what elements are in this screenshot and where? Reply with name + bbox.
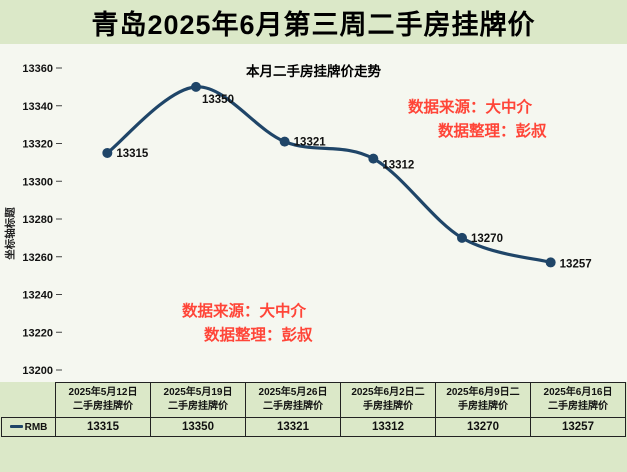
watermark-top-right: 数据来源：大中介 数据整理：彭叔 xyxy=(408,96,547,144)
chart-area: 本月二手房挂牌价走势 坐标轴标题 13200 13220 13240 13260 132… xyxy=(0,44,627,382)
svg-text:13300: 13300 xyxy=(22,176,53,188)
chart-title: 本月二手房挂牌价走势 xyxy=(246,64,381,79)
table-header-cell: 2025年6月16日 二手房挂牌价 xyxy=(530,382,626,418)
svg-text:13360: 13360 xyxy=(22,63,53,75)
data-table: 2025年5月12日 二手房挂牌价 2025年5月19日 二手房挂牌价 2025年5… xyxy=(1,382,626,437)
table-value-cell: 13312 xyxy=(340,417,436,437)
table-header-cell: 2025年5月19日 二手房挂牌价 xyxy=(150,382,246,418)
table-header-cell: 2025年5月26日 二手房挂牌价 xyxy=(245,382,341,418)
svg-text:13350: 13350 xyxy=(202,94,234,106)
svg-text:13270: 13270 xyxy=(471,233,503,245)
table-header-cell: 2025年6月2日二 手房挂牌价 xyxy=(340,382,436,418)
table-header-row: 2025年5月12日 二手房挂牌价 2025年5月19日 二手房挂牌价 2025年5… xyxy=(2,382,626,418)
svg-text:13200: 13200 xyxy=(22,365,53,377)
svg-text:13280: 13280 xyxy=(22,214,53,226)
svg-text:13240: 13240 xyxy=(22,290,53,302)
svg-text:13312: 13312 xyxy=(382,160,414,172)
table-value-cell: 13315 xyxy=(55,417,151,437)
line-chart: 13200 13220 13240 13260 13280 13300 13320 13340… xyxy=(22,63,592,377)
svg-text:13320: 13320 xyxy=(22,139,53,151)
svg-text:13260: 13260 xyxy=(22,252,53,264)
watermark-line: 数据来源：大中介 xyxy=(408,99,533,116)
watermark-bottom-center: 数据来源：大中介 数据整理：彭叔 xyxy=(182,300,313,348)
svg-text:13220: 13220 xyxy=(22,327,53,339)
table-value-cell: 13270 xyxy=(435,417,531,437)
svg-text:13315: 13315 xyxy=(116,148,149,160)
table-value-cell: 13321 xyxy=(245,417,341,437)
table-header-cell: 2025年5月12日 二手房挂牌价 xyxy=(55,382,151,418)
watermark-line: 数据来源：大中介 xyxy=(182,303,307,320)
svg-text:13321: 13321 xyxy=(294,137,327,149)
svg-text:13257: 13257 xyxy=(560,258,592,270)
watermark-line: 数据整理：彭叔 xyxy=(438,123,547,141)
table-value-cell: 13350 xyxy=(150,417,246,437)
table-header-cell: 2025年6月9日二 手房挂牌价 xyxy=(435,382,531,418)
legend-label: RMB xyxy=(24,421,48,433)
page-title: 青岛2025年6月第三周二手房挂牌价 xyxy=(91,9,536,40)
watermark-line: 数据整理：彭叔 xyxy=(204,327,313,345)
line-series-legend-icon xyxy=(9,425,23,429)
table-corner xyxy=(2,383,56,418)
table-value-row: RMB 13315 13350 13321 13312 13270 13257 xyxy=(1,417,626,437)
svg-text:13340: 13340 xyxy=(22,101,53,113)
legend-rmb: RMB xyxy=(1,417,56,437)
table-value-cell: 13257 xyxy=(530,417,626,437)
